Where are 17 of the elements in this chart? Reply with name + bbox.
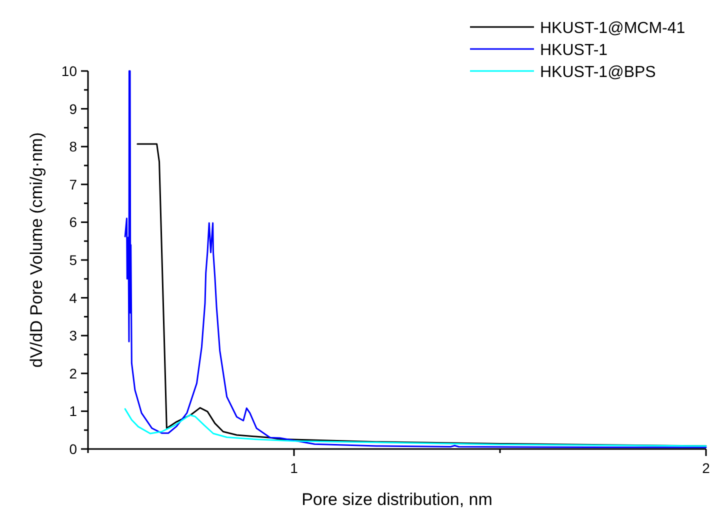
y-tick-label: 7 [69, 176, 78, 192]
legend-label: HKUST-1@BPS [540, 64, 656, 81]
y-tick-label: 8 [69, 138, 78, 155]
y-tick-label: 4 [69, 290, 78, 306]
y-tick-label: 6 [69, 214, 78, 230]
y-axis-title: dV/dD Pore Volume (cmi/g·nm) [27, 132, 46, 368]
legend-label: HKUST-1@MCM-41 [540, 20, 686, 37]
line-series [124, 408, 707, 447]
y-tick-label: 9 [69, 100, 78, 117]
y-tick-label: 1 [69, 403, 78, 420]
y-tick-label: 2 [69, 365, 78, 382]
y-tick-label: 5 [69, 252, 78, 268]
y-tick-label: 3 [69, 328, 78, 344]
y-tick-label: 0 [69, 441, 78, 457]
x-axis-title: Pore size distribution, nm [302, 490, 492, 509]
y-tick-label: 10 [61, 63, 78, 79]
legend-label: HKUST-1 [540, 42, 608, 59]
